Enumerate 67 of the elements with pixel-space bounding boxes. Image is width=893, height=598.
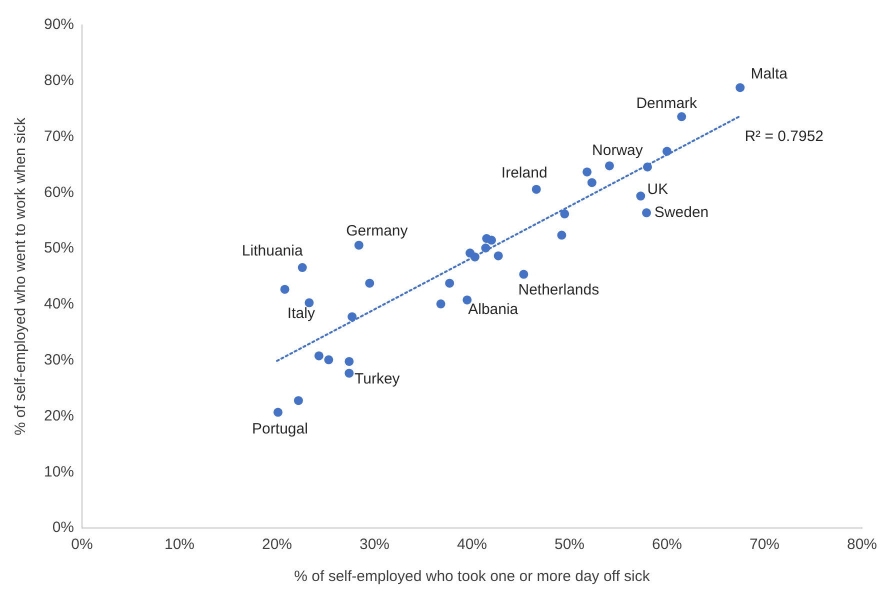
x-tick-label: 30% xyxy=(359,536,390,554)
point xyxy=(736,83,745,92)
x-tick-label: 40% xyxy=(456,536,488,554)
point xyxy=(642,208,652,218)
y-tick-label: 60% xyxy=(44,184,74,201)
x-tick-label: 10% xyxy=(164,536,195,554)
point xyxy=(324,355,334,364)
point xyxy=(304,298,314,308)
y-tick-label: 70% xyxy=(44,128,74,145)
annotation: Denmark xyxy=(636,94,698,112)
point xyxy=(294,396,303,406)
x-tick-label: 0% xyxy=(71,536,93,554)
point xyxy=(481,243,490,252)
annotation: Lithuania xyxy=(242,242,304,260)
point xyxy=(298,263,307,272)
annotation: R² = 0.7952 xyxy=(744,128,824,146)
point xyxy=(636,192,646,201)
point xyxy=(445,278,454,288)
y-tick-label: 90% xyxy=(44,16,74,34)
point xyxy=(280,284,290,294)
annotation: Italy xyxy=(287,304,316,322)
y-tick-label: 40% xyxy=(44,296,74,313)
x-axis-title: % of self-employed who took one or more day off sick xyxy=(294,568,650,586)
x-tick-label: 70% xyxy=(749,536,780,554)
y-tick-label: 50% xyxy=(44,240,74,257)
annotation: Albania xyxy=(468,301,519,318)
point xyxy=(662,146,672,156)
y-axis-title: % of self-employed who went to work when sick xyxy=(12,117,30,436)
point xyxy=(582,167,592,176)
x-tick-label: 80% xyxy=(846,536,878,554)
point xyxy=(344,368,354,378)
point xyxy=(344,356,354,366)
y-tick-label: 10% xyxy=(44,463,74,480)
point xyxy=(487,236,496,245)
annotation: UK xyxy=(647,181,668,198)
point xyxy=(462,295,472,304)
point xyxy=(314,351,324,360)
point xyxy=(519,270,528,279)
x-tick-label: 60% xyxy=(652,536,682,554)
x-tick-label: 50% xyxy=(554,536,585,554)
annotation: Germany xyxy=(346,222,408,240)
annotation: Sweden xyxy=(654,204,709,221)
annotation: Norway xyxy=(592,142,644,159)
point xyxy=(348,312,357,322)
annotation: Netherlands xyxy=(518,281,600,298)
point xyxy=(365,278,374,288)
point xyxy=(643,162,652,172)
point xyxy=(560,209,570,218)
point xyxy=(494,251,503,260)
point xyxy=(587,178,596,188)
point xyxy=(470,252,480,262)
point xyxy=(436,299,446,308)
point xyxy=(604,161,614,170)
annotation: Malta xyxy=(750,66,788,83)
y-tick-label: 0% xyxy=(52,519,74,536)
annotation: Turkey xyxy=(354,370,400,388)
point xyxy=(557,230,566,240)
point xyxy=(532,184,541,194)
point xyxy=(677,112,686,122)
y-tick-label: 80% xyxy=(44,72,74,90)
point xyxy=(354,240,364,250)
y-tick-label: 30% xyxy=(44,351,74,368)
x-tick-label: 20% xyxy=(262,536,292,554)
point xyxy=(273,408,282,417)
annotation: Ireland xyxy=(501,164,548,182)
annotation: Portugal xyxy=(252,420,308,438)
y-tick-label: 20% xyxy=(44,407,74,424)
